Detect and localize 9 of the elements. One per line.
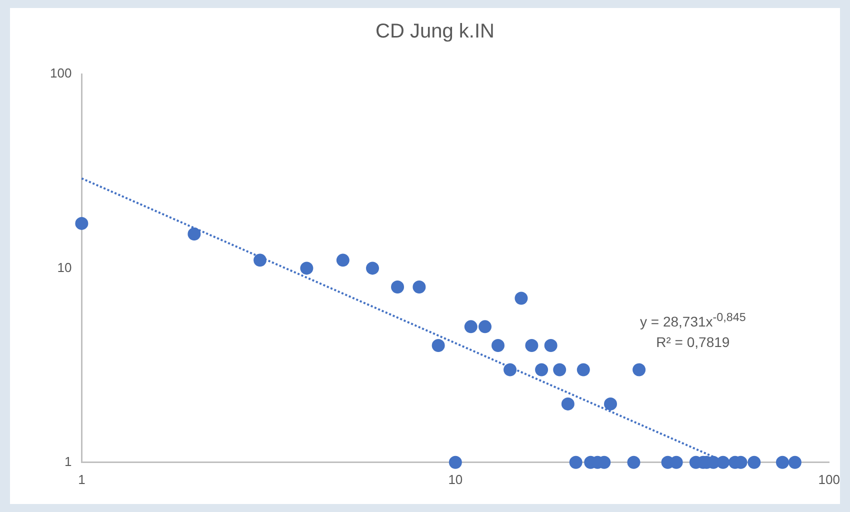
x-tick-label: 100	[818, 472, 840, 487]
y-tick-label: 100	[50, 66, 72, 81]
chart-title: CD Jung k.IN	[376, 20, 494, 43]
y-tick-label: 1	[64, 454, 72, 469]
y-tick-label: 10	[57, 260, 72, 275]
x-tick-label: 10	[448, 472, 463, 487]
annotation: R² = 0,7819	[655, 332, 731, 352]
x-tick-label: 1	[78, 472, 86, 487]
annotation: y = 28,731x$^{-0,845}$	[640, 310, 746, 332]
